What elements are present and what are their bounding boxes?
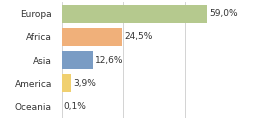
Bar — [62, 74, 71, 92]
Text: 12,6%: 12,6% — [95, 55, 123, 65]
Text: 0,1%: 0,1% — [64, 102, 87, 111]
Text: 3,9%: 3,9% — [73, 78, 96, 88]
Text: 24,5%: 24,5% — [124, 32, 152, 41]
Text: 59,0%: 59,0% — [209, 9, 237, 18]
Bar — [62, 51, 93, 69]
Bar — [62, 28, 122, 46]
Bar — [62, 5, 207, 23]
